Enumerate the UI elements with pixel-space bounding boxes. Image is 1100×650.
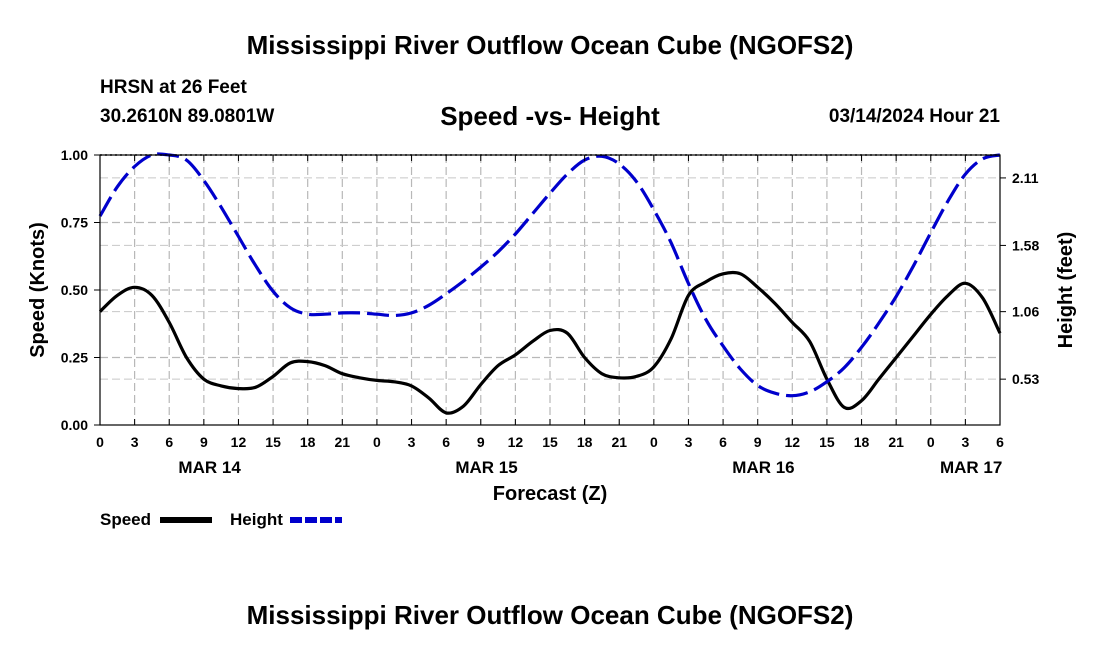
chart-subtitle: Speed -vs- Height	[440, 101, 660, 131]
x-date-label: MAR 16	[732, 458, 794, 477]
y-tick-label-right: 1.06	[1012, 304, 1039, 320]
x-tick-label: 18	[854, 434, 870, 450]
x-tick-label: 3	[685, 434, 693, 450]
station-label: HRSN at 26 Feet	[100, 77, 247, 98]
x-tick-label: 0	[373, 434, 381, 450]
x-tick-label: 15	[819, 434, 835, 450]
y-tick-label-right: 2.11	[1012, 170, 1039, 186]
x-tick-label: 15	[265, 434, 281, 450]
x-tick-label: 18	[577, 434, 593, 450]
x-tick-label: 12	[785, 434, 801, 450]
x-tick-label: 18	[300, 434, 316, 450]
series-layer	[98, 152, 1002, 415]
chart-main-title: Mississippi River Outflow Ocean Cube (NG…	[246, 30, 854, 60]
chart-footer-title: Mississippi River Outflow Ocean Cube (NG…	[246, 600, 854, 630]
x-tick-label: 21	[611, 434, 627, 450]
x-tick-label: 9	[200, 434, 208, 450]
y-tick-label-right: 0.53	[1012, 371, 1039, 387]
series-speed-line	[98, 270, 1002, 415]
x-tick-label: 3	[408, 434, 416, 450]
y-tick-label: 0.50	[61, 282, 88, 298]
x-axis-label: Forecast (Z)	[493, 483, 607, 505]
x-date-label: MAR 14	[178, 458, 241, 477]
y-tick-label-right: 1.58	[1012, 237, 1039, 253]
grid-layer	[100, 155, 1000, 425]
forecast-datetime: 03/14/2024 Hour 21	[828, 106, 1000, 127]
y-axis-label-right: Height (feet)	[1055, 232, 1077, 349]
x-date-label: MAR 15	[455, 458, 517, 477]
y-tick-label: 0.00	[61, 417, 88, 433]
axis-layer: 0 3 6 9 12 15 18 21 0 3 6 9 12 15 18 21 0 3 6 9 12 15 18 21 0 3 6 0…	[61, 147, 1040, 477]
series-height-line	[98, 152, 1001, 398]
x-tick-label: 6	[996, 434, 1004, 450]
x-date-label: MAR 17	[940, 458, 1002, 477]
x-tick-label: 0	[927, 434, 935, 450]
y-axis-label-left: Speed (Knots)	[27, 222, 49, 358]
coordinates-label: 30.2610N 89.0801W	[100, 106, 275, 127]
x-tick-label: 21	[888, 434, 904, 450]
x-tick-label: 12	[508, 434, 524, 450]
x-tick-label: 9	[477, 434, 485, 450]
legend-speed-label: Speed	[100, 510, 151, 529]
x-tick-label: 9	[754, 434, 762, 450]
x-tick-label: 6	[442, 434, 450, 450]
y-tick-label: 0.75	[61, 215, 88, 231]
x-tick-label: 3	[131, 434, 139, 450]
legend-height-label: Height	[230, 510, 283, 529]
x-tick-label: 6	[719, 434, 727, 450]
y-tick-label: 0.25	[61, 350, 88, 366]
x-tick-label: 12	[231, 434, 247, 450]
x-tick-label: 0	[650, 434, 658, 450]
legend: Speed Height	[100, 510, 342, 529]
x-tick-label: 21	[335, 434, 351, 450]
x-tick-label: 0	[96, 434, 104, 450]
x-tick-label: 3	[961, 434, 969, 450]
y-tick-label: 1.00	[61, 147, 88, 163]
x-tick-label: 15	[542, 434, 558, 450]
x-tick-label: 6	[165, 434, 173, 450]
